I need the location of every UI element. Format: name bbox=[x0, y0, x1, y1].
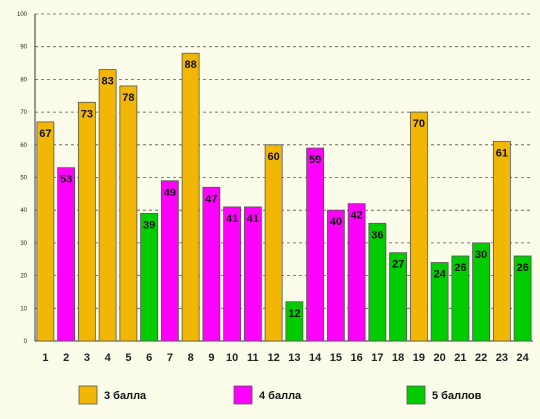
x-tick-label-9: 9 bbox=[208, 352, 214, 364]
bar-18 bbox=[389, 252, 408, 342]
legend-swatch-2 bbox=[233, 385, 253, 405]
y-tick-label: 40 bbox=[20, 208, 27, 214]
data-label-8: 88 bbox=[185, 59, 197, 71]
bar-5 bbox=[119, 85, 138, 342]
bar-9 bbox=[202, 186, 221, 342]
x-tick-label-1: 1 bbox=[42, 352, 48, 364]
grid-lines bbox=[35, 13, 533, 309]
y-tick-label: 80 bbox=[20, 77, 27, 83]
bar-3 bbox=[77, 101, 96, 342]
bar-20 bbox=[430, 262, 449, 342]
bar-2 bbox=[57, 167, 76, 342]
x-tick-label-14: 14 bbox=[309, 352, 322, 364]
bar-23 bbox=[492, 141, 511, 342]
legend-label-2: 4 балла bbox=[259, 390, 302, 402]
y-tick-label: 10 bbox=[20, 306, 27, 312]
y-tick-label: 20 bbox=[20, 274, 27, 280]
data-label-6: 39 bbox=[143, 219, 155, 231]
y-tick-label: 70 bbox=[20, 110, 27, 116]
data-label-24: 26 bbox=[517, 262, 529, 274]
data-label-14: 59 bbox=[309, 154, 321, 166]
y-tick-label: 50 bbox=[20, 176, 27, 182]
data-label-16: 42 bbox=[351, 210, 363, 222]
bars bbox=[36, 52, 532, 342]
data-label-20: 24 bbox=[434, 269, 447, 281]
x-tick-label-7: 7 bbox=[167, 352, 173, 364]
y-tick-label: 0 bbox=[24, 339, 28, 345]
data-label-17: 36 bbox=[371, 229, 383, 241]
data-label-4: 83 bbox=[102, 76, 114, 88]
bar-22 bbox=[472, 242, 491, 342]
bar-15 bbox=[326, 209, 345, 342]
x-tick-label-20: 20 bbox=[434, 352, 446, 364]
bar-21 bbox=[451, 255, 470, 342]
data-label-23: 61 bbox=[496, 148, 508, 160]
data-label-15: 40 bbox=[330, 216, 342, 228]
y-tick-label: 90 bbox=[20, 45, 27, 51]
bar-10 bbox=[223, 206, 242, 342]
bar-4 bbox=[98, 69, 117, 342]
bar-24 bbox=[513, 255, 532, 342]
data-label-7: 49 bbox=[164, 187, 176, 199]
bar-16 bbox=[347, 203, 366, 342]
legend-swatch-1 bbox=[78, 385, 98, 405]
data-label-12: 60 bbox=[268, 151, 280, 163]
x-tick-label-10: 10 bbox=[226, 352, 238, 364]
bar-17 bbox=[368, 222, 387, 342]
legend: 3 балла 4 балла 5 баллов bbox=[78, 385, 482, 405]
legend-label-3: 5 баллов bbox=[432, 390, 482, 402]
x-tick-label-23: 23 bbox=[496, 352, 508, 364]
x-tick-label-17: 17 bbox=[371, 352, 383, 364]
data-label-10: 41 bbox=[226, 213, 238, 225]
x-tick-label-13: 13 bbox=[288, 352, 300, 364]
x-tick-label-16: 16 bbox=[351, 352, 363, 364]
data-label-2: 53 bbox=[60, 174, 72, 186]
bar-13 bbox=[285, 301, 304, 342]
x-tick-label-11: 11 bbox=[247, 352, 259, 364]
bar-19 bbox=[409, 111, 428, 342]
data-label-13: 12 bbox=[288, 308, 300, 320]
x-tick-label-8: 8 bbox=[188, 352, 194, 364]
x-tick-label-19: 19 bbox=[413, 352, 425, 364]
x-tick-label-21: 21 bbox=[454, 352, 466, 364]
x-tick-label-5: 5 bbox=[125, 352, 131, 364]
axes bbox=[34, 14, 533, 342]
x-tick-label-12: 12 bbox=[268, 352, 280, 364]
x-tick-label-2: 2 bbox=[63, 352, 69, 364]
bar-6 bbox=[140, 213, 159, 342]
x-tick-label-6: 6 bbox=[146, 352, 152, 364]
data-labels: 67 53 73 83 78 39 49 88 47 41 41 60 12 59 40 42 36 27 70 24… bbox=[39, 59, 529, 320]
bar-8 bbox=[181, 52, 200, 342]
data-label-21: 26 bbox=[454, 262, 466, 274]
x-tick-label-22: 22 bbox=[475, 352, 487, 364]
x-tick-label-24: 24 bbox=[517, 352, 530, 364]
data-label-22: 30 bbox=[475, 249, 487, 261]
x-tick-label-18: 18 bbox=[392, 352, 404, 364]
x-tick-label-4: 4 bbox=[105, 352, 112, 364]
data-label-18: 27 bbox=[392, 259, 404, 271]
bar-12 bbox=[264, 144, 283, 342]
data-label-5: 78 bbox=[122, 92, 134, 104]
data-label-3: 73 bbox=[81, 108, 93, 120]
legend-swatch-3 bbox=[406, 385, 426, 405]
bar-7 bbox=[160, 180, 179, 342]
data-label-1: 67 bbox=[39, 128, 51, 140]
x-tick-label-15: 15 bbox=[330, 352, 342, 364]
data-label-11: 41 bbox=[247, 213, 259, 225]
bar-1 bbox=[36, 121, 55, 342]
data-label-9: 47 bbox=[205, 193, 217, 205]
bar-11 bbox=[243, 206, 262, 342]
x-tick-label-3: 3 bbox=[84, 352, 90, 364]
data-label-19: 70 bbox=[413, 118, 425, 130]
y-tick-label: 60 bbox=[20, 143, 27, 149]
y-tick-label: 30 bbox=[20, 241, 27, 247]
bar-14 bbox=[306, 147, 325, 342]
legend-label-1: 3 балла bbox=[104, 390, 147, 402]
y-tick-label: 100 bbox=[17, 12, 28, 18]
